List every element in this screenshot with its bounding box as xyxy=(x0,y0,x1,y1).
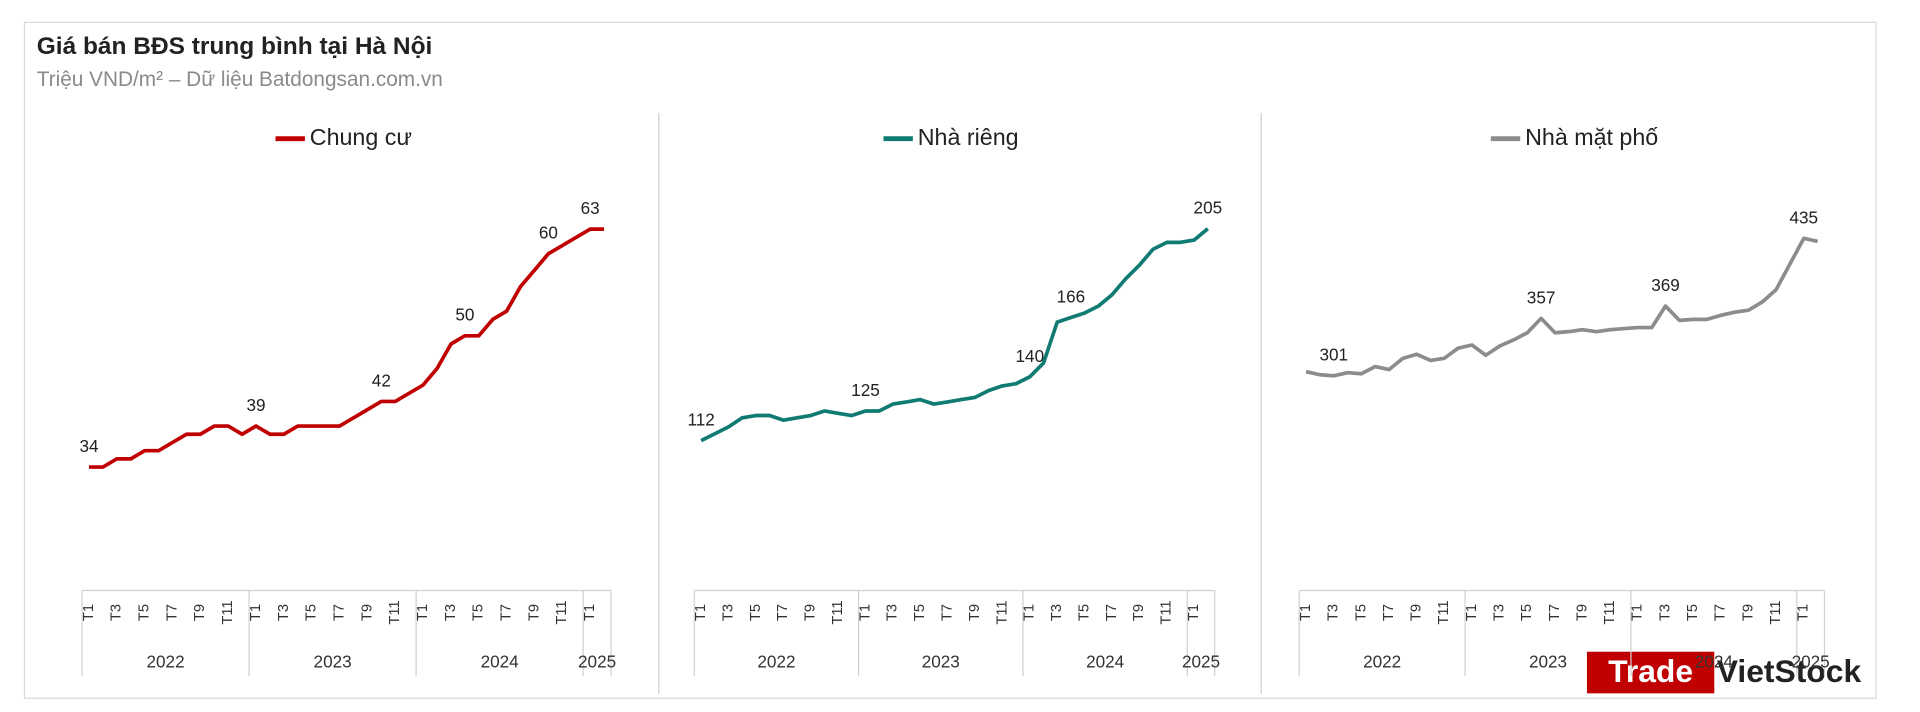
x-tick-label: T5 xyxy=(1353,604,1369,621)
data-label: 125 xyxy=(851,380,880,400)
year-label: 2023 xyxy=(314,651,352,671)
x-tick-label: T1 xyxy=(1022,604,1038,621)
x-tick-label: T5 xyxy=(748,604,764,621)
x-tick-label: T11 xyxy=(830,600,846,624)
watermark-text: VietStock xyxy=(1717,653,1862,689)
x-tick-label: T7 xyxy=(498,604,514,621)
x-tick-label: T5 xyxy=(471,604,487,621)
x-tick-label: T5 xyxy=(137,604,153,621)
series-line xyxy=(700,227,1210,443)
x-tick-label: T3 xyxy=(1492,604,1508,621)
x-tick-label: T9 xyxy=(359,604,375,621)
x-tick-label: T11 xyxy=(1768,600,1784,624)
x-tick-label: T1 xyxy=(1630,604,1646,621)
x-tick-label: T1 xyxy=(1298,604,1314,621)
data-label: 42 xyxy=(372,370,391,390)
x-tick-label: T3 xyxy=(1326,604,1342,621)
x-tick-label: T11 xyxy=(1159,600,1175,624)
x-tick-label: T1 xyxy=(857,604,873,621)
x-tick-label: T3 xyxy=(885,604,901,621)
watermark-box xyxy=(1586,651,1715,694)
year-label: 2025 xyxy=(1792,651,1830,671)
data-label: 112 xyxy=(687,410,714,430)
x-tick-label: T3 xyxy=(109,604,125,621)
x-tick-label: T9 xyxy=(803,604,819,621)
x-tick-label: T3 xyxy=(1049,604,1065,621)
x-tick-label: T1 xyxy=(415,604,431,621)
year-label: 2025 xyxy=(1182,651,1220,671)
x-tick-label: T3 xyxy=(443,604,459,621)
x-tick-label: T7 xyxy=(331,604,347,621)
year-label: 2023 xyxy=(922,651,960,671)
x-tick-label: T5 xyxy=(1519,604,1535,621)
series-line xyxy=(89,227,605,469)
x-tick-label: T1 xyxy=(693,604,709,621)
year-label: 2025 xyxy=(578,651,616,671)
x-tick-label: T3 xyxy=(1657,604,1673,621)
x-tick-label: T9 xyxy=(192,604,208,621)
series-line xyxy=(1305,236,1819,378)
legend-label: Nhà mặt phố xyxy=(1525,124,1658,150)
year-label: 2024 xyxy=(1695,651,1734,671)
data-label: 50 xyxy=(455,305,474,325)
year-label: 2022 xyxy=(757,651,795,671)
x-tick-label: T7 xyxy=(1713,604,1729,621)
x-tick-label: T1 xyxy=(1796,604,1812,621)
x-tick-label: T5 xyxy=(1076,604,1092,621)
x-tick-label: T9 xyxy=(1409,604,1425,621)
x-tick-label: T5 xyxy=(912,604,928,621)
x-tick-label: T1 xyxy=(1186,604,1202,621)
x-tick-label: T7 xyxy=(1381,604,1397,621)
x-tick-label: T7 xyxy=(1547,604,1563,621)
watermark-text: Trade xyxy=(1608,653,1693,689)
x-tick-label: T11 xyxy=(1602,600,1618,624)
x-tick-label: T9 xyxy=(1131,604,1147,621)
x-tick-label: T9 xyxy=(1740,604,1756,621)
data-label: 435 xyxy=(1789,207,1818,227)
x-tick-label: T1 xyxy=(81,604,97,621)
data-label: 166 xyxy=(1057,287,1086,307)
chart-subtitle: Triệu VND/m² – Dữ liệu Batdongsan.com.vn xyxy=(37,68,443,91)
chart-title: Giá bán BĐS trung bình tại Hà Nội xyxy=(37,33,433,60)
x-tick-label: T7 xyxy=(164,604,180,621)
year-label: 2023 xyxy=(1529,651,1567,671)
data-label: 34 xyxy=(79,436,99,456)
x-tick-label: T3 xyxy=(720,604,736,621)
x-tick-label: T11 xyxy=(387,600,403,624)
data-label: 205 xyxy=(1194,198,1223,218)
x-tick-label: T1 xyxy=(582,604,598,621)
data-label: 63 xyxy=(581,198,600,218)
data-label: 357 xyxy=(1527,287,1556,307)
legend-label: Chung cư xyxy=(310,124,412,150)
year-label: 2024 xyxy=(1086,651,1125,671)
x-tick-label: T7 xyxy=(1104,604,1120,621)
x-tick-label: T11 xyxy=(220,600,236,624)
x-tick-label: T3 xyxy=(276,604,292,621)
x-tick-label: T11 xyxy=(994,600,1010,624)
x-tick-label: T1 xyxy=(248,604,264,621)
x-tick-label: T1 xyxy=(1464,604,1480,621)
data-label: 60 xyxy=(539,223,558,243)
x-tick-label: T7 xyxy=(940,604,956,621)
year-label: 2022 xyxy=(1363,651,1401,671)
data-label: 140 xyxy=(1016,346,1045,366)
data-label: 369 xyxy=(1651,275,1680,295)
legend-label: Nhà riêng xyxy=(918,124,1019,150)
x-tick-label: T7 xyxy=(775,604,791,621)
frame xyxy=(23,21,1877,699)
watermark: Trade VietStock xyxy=(1586,651,1862,694)
x-tick-label: T9 xyxy=(1574,604,1590,621)
data-label: 39 xyxy=(247,395,266,415)
year-label: 2022 xyxy=(147,651,185,671)
x-tick-label: T11 xyxy=(1436,600,1452,624)
year-label: 2024 xyxy=(481,651,520,671)
x-tick-label: T9 xyxy=(526,604,542,621)
x-tick-label: T5 xyxy=(304,604,320,621)
x-tick-label: T9 xyxy=(967,604,983,621)
x-tick-label: T5 xyxy=(1685,604,1701,621)
data-label: 301 xyxy=(1319,345,1348,365)
x-tick-label: T11 xyxy=(554,600,570,624)
